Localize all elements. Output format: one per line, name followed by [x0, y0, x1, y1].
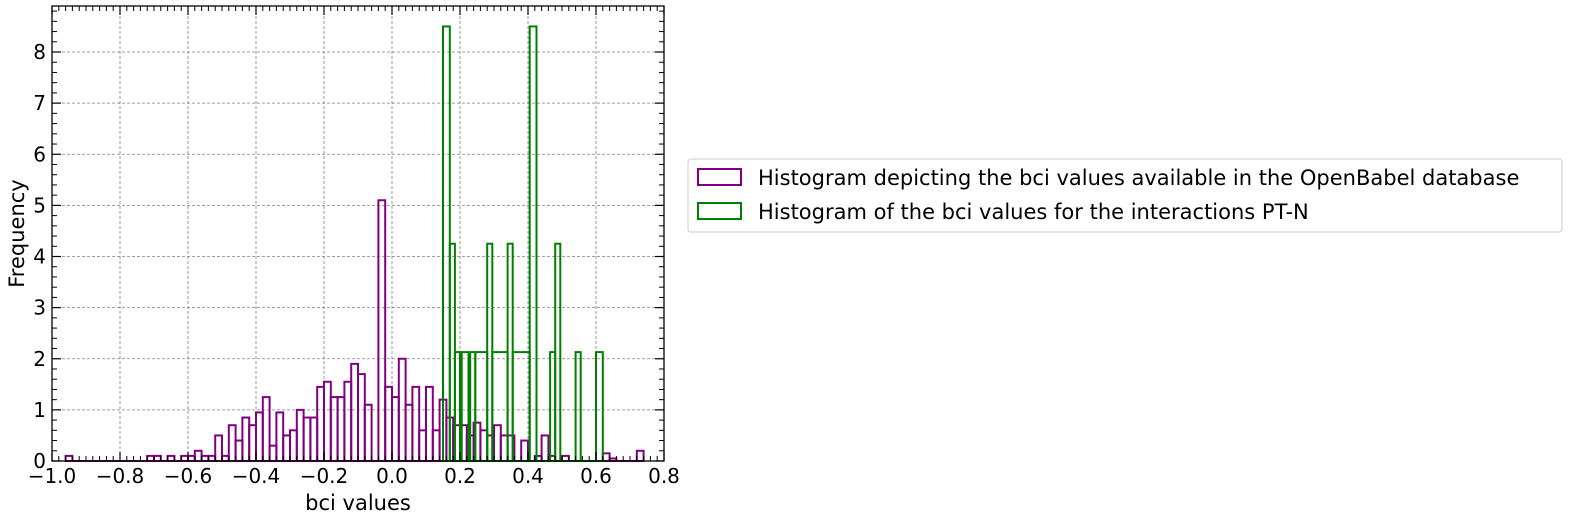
histogram-bin-1-15 — [554, 242, 562, 462]
histogram-bin-0-14 — [214, 434, 223, 462]
histogram-bin-0-20 — [255, 411, 264, 463]
histogram-bin-0-44 — [418, 429, 428, 462]
grid — [52, 6, 664, 461]
histogram-bin-0-11 — [193, 449, 203, 462]
histogram-bin-0-9 — [180, 454, 189, 462]
histogram-bin-0-62 — [540, 434, 550, 462]
legend-entry-openbabel: Histogram depicting the bci values avail… — [758, 166, 1519, 190]
legend-box — [687, 158, 1563, 233]
x-tick-label-4: −0.2 — [300, 464, 349, 488]
histogram-bin-0-36 — [363, 403, 373, 462]
histogram-bin-0-33 — [343, 380, 353, 462]
x-tick-label-2: −0.6 — [164, 464, 213, 488]
histogram-bin-1-12 — [528, 25, 538, 463]
y-tick-label-0: 0 — [33, 449, 46, 473]
histogram-bin-0-43 — [411, 385, 421, 462]
histogram-bin-0-53 — [479, 429, 489, 462]
histogram-bin-0-18 — [241, 416, 251, 463]
y-tick-label-7: 7 — [33, 91, 46, 115]
histogram-bin-0-38 — [377, 199, 387, 463]
histogram-bin-0-55 — [493, 424, 502, 462]
tick-labels: −1.0 −0.8 −0.6 −0.4 −0.2 0.0 0.2 0.4 0.6 0.8 0 1 2 3 4… — [28, 40, 680, 488]
histogram-bin-0-28 — [309, 416, 319, 463]
legend: Histogram depicting the bci values avail… — [687, 158, 1563, 233]
histogram-bin-0-10 — [187, 454, 196, 462]
histogram-bin-0-13 — [207, 454, 217, 462]
axis-ticks — [51, 6, 665, 462]
histogram-bin-0-23 — [275, 411, 285, 463]
x-tick-label-1: −0.8 — [96, 464, 145, 488]
y-tick-label-6: 6 — [33, 142, 46, 166]
histogram-bin-0-39 — [384, 385, 394, 462]
histogram-bin-0-16 — [227, 424, 237, 462]
histogram-bin-0-29 — [316, 385, 326, 462]
histogram-bin-0-32 — [336, 396, 346, 463]
histogram-bin-0-27 — [302, 416, 312, 463]
legend-swatch-pt-n — [697, 202, 742, 220]
x-tick-label-9: 0.8 — [648, 464, 680, 488]
series-layer — [64, 25, 645, 463]
legend-entry-pt-n: Histogram of the bci values for the inte… — [758, 200, 1309, 224]
histogram-bin-0-21 — [261, 396, 271, 463]
x-tick-label-0: −1.0 — [28, 464, 77, 488]
histogram-bin-0-5 — [153, 454, 162, 462]
histogram-bin-0-25 — [289, 429, 298, 462]
histogram-bin-1-17 — [574, 351, 582, 463]
histogram-bin-0-24 — [282, 434, 292, 462]
legend-swatch-openbabel — [697, 168, 742, 186]
histogram-bin-0-68 — [601, 452, 611, 462]
x-tick-label-8: 0.6 — [580, 464, 612, 488]
histogram-bin-0-0 — [64, 454, 74, 462]
histogram-bin-0-22 — [268, 444, 278, 463]
histogram-bin-0-26 — [295, 408, 305, 462]
histogram-bin-1-19 — [595, 351, 604, 463]
series-1 — [442, 25, 604, 463]
y-tick-label-8: 8 — [33, 40, 46, 64]
histogram-bin-0-45 — [425, 385, 434, 462]
histogram-bin-0-71 — [635, 449, 645, 462]
histogram-bin-0-59 — [520, 439, 530, 463]
histogram-bin-0-7 — [166, 454, 176, 462]
histogram-bin-0-19 — [248, 424, 257, 462]
histogram-bin-0-42 — [404, 403, 414, 462]
x-tick-label-5: 0.0 — [376, 464, 408, 488]
histogram-bin-0-31 — [329, 396, 339, 463]
y-tick-label-4: 4 — [33, 245, 46, 269]
histogram-bin-0-40 — [391, 396, 400, 463]
y-tick-label-3: 3 — [33, 296, 46, 320]
y-tick-label-1: 1 — [33, 398, 46, 422]
histogram-bin-0-46 — [431, 429, 441, 462]
x-axis-label: bci values — [305, 491, 411, 515]
histogram-bin-0-12 — [200, 454, 210, 462]
histogram-bin-1-0 — [442, 25, 451, 463]
y-tick-label-2: 2 — [33, 347, 46, 371]
y-tick-label-5: 5 — [33, 193, 46, 217]
histogram-bin-0-30 — [323, 380, 332, 462]
series-0 — [64, 199, 645, 463]
histogram-bin-0-35 — [357, 373, 366, 462]
y-axis-label: Frequency — [5, 179, 29, 288]
histogram-bin-0-4 — [146, 454, 155, 462]
x-tick-label-3: −0.4 — [232, 464, 281, 488]
histogram-bin-1-2 — [453, 351, 461, 463]
histogram-bin-0-17 — [234, 439, 244, 463]
x-tick-label-6: 0.2 — [444, 464, 476, 488]
histogram-bin-0-15 — [221, 454, 230, 462]
histogram-bin-0-34 — [350, 362, 360, 463]
histogram-bin-0-56 — [499, 434, 509, 462]
x-tick-label-7: 0.4 — [512, 464, 544, 488]
